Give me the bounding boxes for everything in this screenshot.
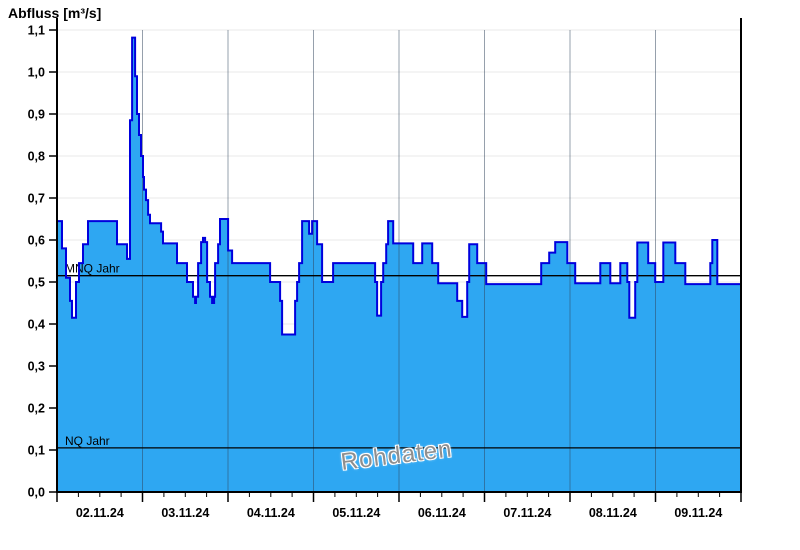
mnq-label: MNQ Jahr bbox=[65, 262, 120, 276]
y-tick-label: 0,8 bbox=[28, 150, 45, 164]
nq-label: NQ Jahr bbox=[65, 434, 110, 448]
x-date-label: 02.11.24 bbox=[76, 506, 124, 520]
x-date-label: 06.11.24 bbox=[418, 506, 466, 520]
y-tick-label: 0,0 bbox=[28, 486, 45, 500]
x-date-label: 04.11.24 bbox=[247, 506, 295, 520]
x-date-label: 03.11.24 bbox=[161, 506, 209, 520]
x-date-label: 07.11.24 bbox=[503, 506, 551, 520]
discharge-line bbox=[57, 36, 741, 336]
x-date-label: 05.11.24 bbox=[332, 506, 380, 520]
y-tick-label: 0,1 bbox=[28, 444, 45, 458]
x-date-label: 09.11.24 bbox=[674, 506, 722, 520]
chart-title: Abfluss [m³/s] bbox=[8, 5, 102, 21]
y-tick-label: 0,5 bbox=[28, 276, 45, 290]
x-date-label: 08.11.24 bbox=[589, 506, 637, 520]
y-tick-label: 0,4 bbox=[28, 318, 45, 332]
y-tick-label: 0,2 bbox=[28, 402, 45, 416]
y-tick-label: 0,9 bbox=[28, 108, 45, 122]
y-tick-label: 0,6 bbox=[28, 234, 45, 248]
y-tick-label: 0,7 bbox=[28, 192, 45, 206]
y-tick-label: 0,3 bbox=[28, 360, 45, 374]
y-tick-label: 1,0 bbox=[28, 66, 45, 80]
y-tick-label: 1,1 bbox=[28, 24, 45, 38]
